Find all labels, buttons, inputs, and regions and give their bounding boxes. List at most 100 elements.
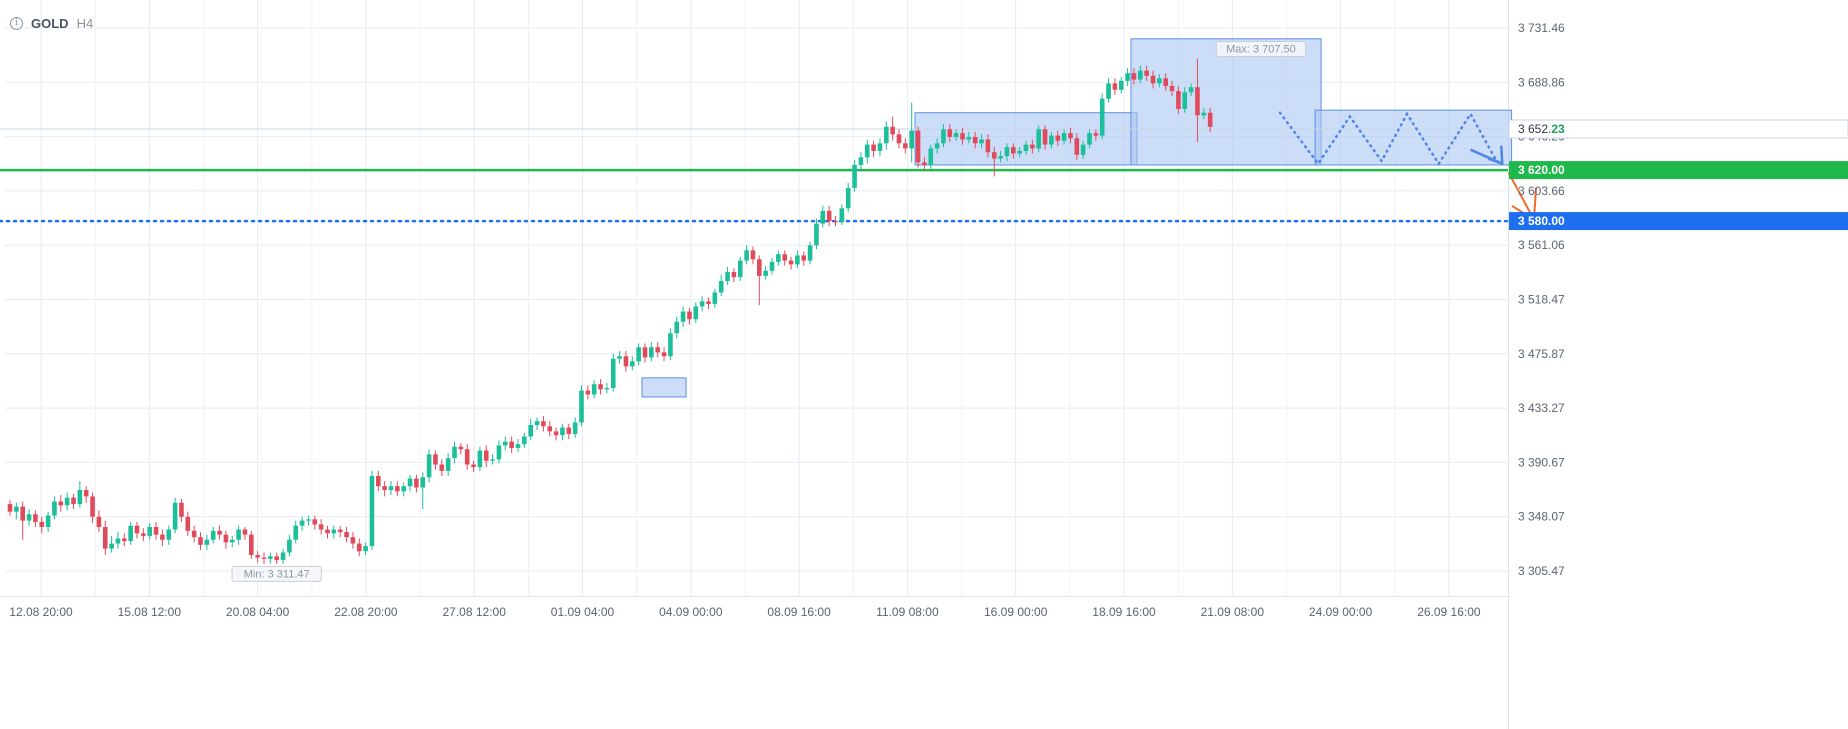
candle-body <box>1150 75 1156 84</box>
target-level-label: 3 580.00 <box>1518 214 1565 228</box>
candle <box>737 256 743 281</box>
candle-body <box>871 144 876 151</box>
candle <box>1099 93 1105 140</box>
projection-arrow-head <box>1487 145 1504 166</box>
candle-body <box>750 250 756 260</box>
candle <box>1176 85 1181 114</box>
candle <box>395 481 400 497</box>
candle-body <box>382 486 387 491</box>
candle <box>280 548 286 564</box>
candle <box>509 436 514 454</box>
candle-body <box>509 441 514 448</box>
candle <box>833 215 838 227</box>
candle-body <box>401 486 406 492</box>
candle-body <box>236 529 241 540</box>
candle-body <box>1144 70 1149 76</box>
candle <box>293 520 299 544</box>
timeframe-label[interactable]: H4 <box>76 15 94 31</box>
candle-body <box>77 490 83 505</box>
candle-body <box>433 454 438 465</box>
candle <box>960 128 965 145</box>
candle-body <box>287 539 292 553</box>
candle-body <box>204 539 210 545</box>
candle <box>312 515 318 530</box>
candle <box>947 124 953 143</box>
candle-body <box>903 143 908 149</box>
min-marker-label: Min: 3 311.47 <box>244 568 310 580</box>
candle <box>433 450 438 470</box>
min-marker-box <box>231 565 322 582</box>
candle <box>20 501 25 540</box>
candle-body <box>496 445 502 460</box>
candle-body <box>242 529 248 535</box>
candle-body <box>388 486 394 491</box>
candle-body <box>1112 83 1118 90</box>
candle-body <box>547 426 553 432</box>
candle <box>566 423 572 440</box>
candle <box>115 532 121 549</box>
candle <box>1055 130 1061 146</box>
candle <box>1163 73 1168 92</box>
min-marker: Min: 3 311.47 <box>231 565 322 582</box>
candle-body <box>414 478 419 488</box>
candle <box>198 532 203 550</box>
candle-body <box>1163 78 1168 86</box>
candle <box>649 342 654 362</box>
candle-body <box>344 532 349 538</box>
candle-body <box>972 136 978 144</box>
candle <box>445 453 451 476</box>
target-level-badge-bg <box>1509 212 1848 231</box>
consolidation-boxes <box>641 38 1513 398</box>
candle-body <box>255 555 260 558</box>
time-tick-label: 27.08 12:00 <box>442 605 506 619</box>
candle <box>534 417 540 431</box>
candle-body <box>464 449 470 465</box>
candle <box>141 528 146 542</box>
symbol-label[interactable]: GOLD <box>31 15 69 31</box>
candle-body <box>141 533 146 536</box>
support-level-badge: 3 620.00 <box>1509 161 1848 180</box>
projection <box>1278 111 1504 167</box>
candle-body <box>585 390 591 395</box>
candle <box>750 246 756 265</box>
candle <box>1011 143 1016 159</box>
candle-body <box>1093 133 1099 136</box>
candle <box>1138 65 1143 84</box>
candle-body <box>623 356 629 367</box>
candle <box>858 152 864 171</box>
candle-body <box>941 129 946 144</box>
candle-body <box>503 441 508 446</box>
candle <box>757 255 762 306</box>
max-marker-box <box>1215 41 1307 58</box>
candle-body <box>1074 138 1080 155</box>
candle <box>77 481 83 508</box>
candle <box>541 416 546 432</box>
candle <box>1125 68 1130 86</box>
price-tick-label: 3 518.47 <box>1518 292 1565 306</box>
candle-body <box>725 272 730 281</box>
candle <box>64 492 70 511</box>
candle <box>102 520 108 556</box>
candle-body <box>1176 91 1181 109</box>
candle-body <box>763 270 768 276</box>
candle <box>979 134 984 149</box>
candle <box>1144 65 1149 81</box>
candle <box>826 205 832 227</box>
candle <box>814 218 819 250</box>
candle <box>1093 129 1099 141</box>
candle-body <box>1061 133 1067 141</box>
candle <box>204 534 210 550</box>
candle-body <box>153 526 159 535</box>
candle-body <box>268 556 273 559</box>
candle <box>972 131 978 149</box>
info-icon[interactable]: i <box>10 16 23 30</box>
candle-body <box>826 210 832 222</box>
candle <box>515 439 521 452</box>
candle-body <box>407 478 413 487</box>
candle <box>306 515 311 526</box>
candle-body <box>998 156 1003 159</box>
candle-body <box>572 422 578 434</box>
candle <box>725 266 730 285</box>
